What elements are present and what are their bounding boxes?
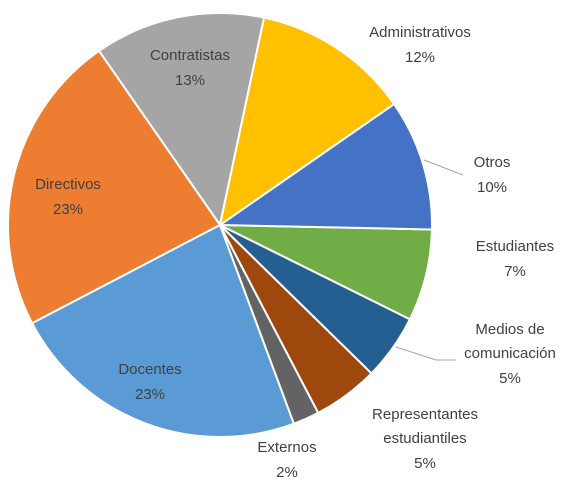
pie-slice: [218, 16, 396, 228]
category-label: Estudiantes: [475, 238, 555, 255]
value-label: 10%: [476, 179, 508, 196]
category-label: Representantes estudiantiles: [372, 406, 478, 447]
value-label: 23%: [52, 201, 84, 218]
data-label: Docentes 23%: [100, 358, 200, 408]
value-label: 13%: [174, 72, 206, 89]
data-label: Contratistas 13%: [135, 44, 245, 94]
category-label: Directivos: [35, 176, 101, 193]
value-label: 23%: [134, 386, 166, 403]
category-label: Medios de comunicación: [464, 321, 556, 362]
leader-line: [423, 159, 464, 176]
category-label: Docentes: [118, 361, 182, 378]
data-label: Representantes estudiantiles 5%: [350, 403, 500, 477]
pie-slice: [30, 223, 296, 438]
category-label: Externos: [257, 439, 317, 456]
pie-slice: [97, 12, 266, 228]
category-label: Contratistas: [149, 47, 231, 64]
data-label: Otros 10%: [442, 151, 542, 201]
value-label: 5%: [499, 370, 521, 387]
data-label: Estudiantes 7%: [455, 235, 569, 285]
leader-line: [395, 346, 437, 361]
pie-slice: [7, 49, 222, 325]
value-label: 12%: [404, 49, 436, 66]
value-label: 7%: [504, 263, 526, 280]
category-label: Administrativos: [369, 24, 471, 41]
value-label: 2%: [276, 464, 298, 481]
pie-slice: [216, 102, 433, 231]
data-label: Administrativos 12%: [340, 21, 500, 71]
category-label: Otros: [473, 154, 511, 171]
data-label: Directivos 23%: [18, 173, 118, 223]
value-label: 5%: [414, 455, 436, 472]
data-label: Medios de comunicación 5%: [455, 318, 565, 392]
data-label: Externos 2%: [237, 436, 337, 486]
